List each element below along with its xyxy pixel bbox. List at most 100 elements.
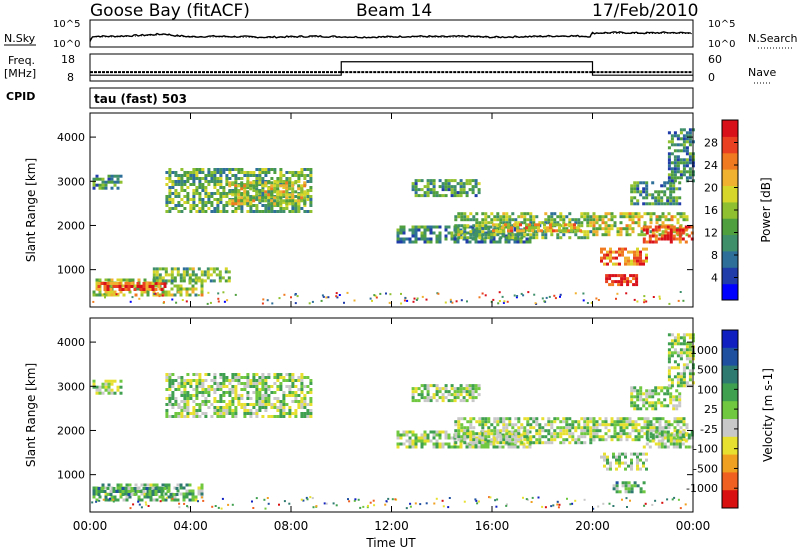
data-cell bbox=[306, 415, 310, 418]
data-cell bbox=[595, 215, 599, 219]
data-cell bbox=[640, 417, 644, 421]
data-cell bbox=[97, 288, 101, 291]
data-cell bbox=[396, 237, 400, 241]
data-cell bbox=[297, 180, 301, 183]
data-cell bbox=[498, 240, 502, 244]
data-cell bbox=[457, 420, 461, 424]
data-cell bbox=[642, 187, 646, 191]
data-cell bbox=[481, 212, 485, 216]
data-cell bbox=[496, 218, 500, 222]
data-cell bbox=[463, 417, 467, 421]
data-cell bbox=[648, 202, 652, 206]
data-cell bbox=[420, 225, 424, 229]
data-cell bbox=[667, 366, 671, 370]
data-cell bbox=[423, 399, 427, 403]
data-cell bbox=[642, 237, 646, 241]
nave-label: Nave bbox=[748, 66, 776, 79]
data-cell bbox=[95, 498, 99, 502]
data-cell bbox=[649, 423, 653, 427]
data-cell bbox=[682, 336, 686, 340]
data-cell bbox=[629, 280, 633, 284]
data-cell bbox=[457, 435, 461, 439]
data-cell bbox=[261, 199, 265, 203]
data-cell bbox=[679, 149, 683, 153]
data-cell bbox=[663, 237, 667, 241]
data-cell bbox=[510, 442, 514, 446]
data-cell bbox=[179, 284, 183, 288]
data-cell bbox=[601, 221, 605, 225]
data-cell bbox=[164, 498, 168, 502]
data-cell bbox=[429, 439, 433, 443]
data-cell bbox=[264, 376, 268, 379]
data-cell bbox=[300, 373, 304, 376]
data-cell bbox=[264, 391, 268, 394]
data-cell bbox=[228, 199, 232, 203]
data-cell bbox=[478, 441, 482, 445]
data-cell bbox=[487, 227, 491, 231]
data-cell bbox=[639, 193, 643, 197]
data-cell bbox=[679, 435, 683, 439]
data-cell bbox=[104, 183, 108, 187]
data-cell bbox=[663, 225, 667, 229]
data-cell bbox=[610, 438, 614, 442]
data-cell bbox=[186, 192, 190, 195]
data-cell bbox=[228, 406, 232, 409]
data-cell bbox=[592, 233, 596, 237]
data-cell bbox=[484, 224, 488, 228]
data-cell bbox=[529, 426, 533, 430]
data-cell bbox=[270, 202, 274, 206]
data-cell bbox=[534, 226, 537, 230]
data-cell bbox=[291, 412, 295, 415]
data-cell bbox=[152, 276, 156, 280]
data-cell bbox=[167, 483, 171, 487]
data-cell bbox=[633, 298, 636, 301]
data-cell bbox=[167, 279, 171, 283]
data-cell bbox=[325, 296, 328, 299]
data-cell bbox=[550, 426, 554, 430]
data-cell bbox=[608, 277, 612, 281]
data-cell bbox=[502, 218, 506, 222]
data-cell bbox=[556, 233, 560, 237]
data-cell bbox=[258, 406, 262, 409]
data-cell bbox=[463, 432, 467, 436]
data-cell bbox=[125, 492, 129, 496]
data-cell bbox=[553, 212, 557, 216]
data-cell bbox=[225, 183, 229, 186]
data-cell bbox=[508, 417, 512, 421]
data-cell bbox=[613, 426, 617, 430]
data-cell bbox=[532, 420, 536, 424]
data-cell bbox=[154, 292, 157, 295]
data-cell bbox=[678, 225, 682, 229]
data-cell bbox=[423, 433, 427, 437]
data-cell bbox=[637, 417, 641, 421]
data-cell bbox=[204, 379, 208, 382]
data-cell bbox=[679, 354, 683, 358]
data-cell bbox=[630, 458, 633, 462]
data-cell bbox=[438, 442, 442, 446]
data-cell bbox=[423, 430, 427, 434]
data-cell bbox=[682, 215, 686, 219]
data-cell bbox=[516, 223, 519, 227]
data-cell bbox=[535, 441, 539, 445]
data-cell bbox=[168, 388, 172, 391]
data-cell bbox=[200, 483, 204, 487]
data-cell bbox=[261, 415, 265, 418]
data-cell bbox=[426, 384, 430, 388]
data-cell bbox=[423, 194, 427, 198]
data-cell bbox=[406, 299, 409, 302]
data-cell bbox=[648, 445, 652, 449]
data-cell bbox=[474, 182, 478, 186]
data-cell bbox=[631, 215, 635, 219]
data-cell bbox=[197, 500, 199, 503]
data-cell bbox=[309, 171, 313, 174]
data-cell bbox=[222, 385, 226, 388]
data-cell bbox=[682, 375, 686, 379]
data-cell bbox=[592, 438, 596, 442]
data-cell bbox=[411, 185, 415, 189]
data-cell bbox=[532, 441, 536, 445]
data-cell bbox=[441, 499, 444, 502]
data-cell bbox=[139, 285, 143, 288]
data-cell bbox=[454, 429, 458, 433]
data-cell bbox=[300, 388, 304, 391]
data-cell bbox=[652, 212, 656, 216]
